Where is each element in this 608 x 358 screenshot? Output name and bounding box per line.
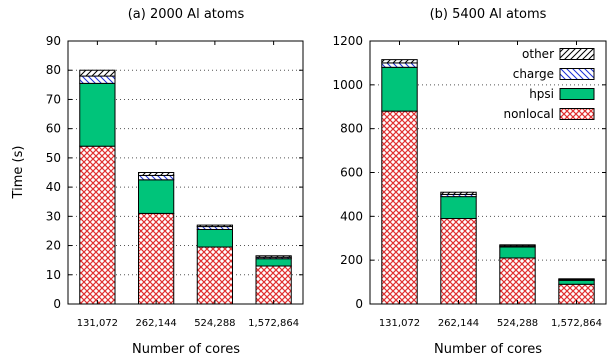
bar-segment-other (255, 255, 292, 258)
legend-label-hpsi: hpsi (529, 87, 554, 101)
bar-segment-hpsi (558, 279, 595, 285)
y-tick-label: 800 (340, 122, 363, 136)
x-category-label: 524,288 (497, 318, 538, 329)
panel-a-xlabel: Number of cores (132, 342, 240, 357)
x-category-label: 262,144 (135, 318, 176, 329)
y-axis-title: Time (s) (11, 146, 26, 200)
y-tick-label: 60 (46, 122, 61, 136)
bar-segment-other (196, 224, 233, 228)
y-tick-label: 80 (46, 63, 61, 77)
y-tick-label: 20 (46, 239, 61, 253)
bar-segment-nonlocal (381, 110, 418, 305)
bar-segment-nonlocal (255, 265, 292, 305)
legend-swatch-nonlocal (559, 108, 595, 120)
y-tick-label: 200 (340, 253, 363, 267)
bar-segment-nonlocal (440, 218, 477, 305)
bar-segment-other (381, 59, 418, 64)
y-tick-label: 10 (46, 268, 61, 282)
panel-a-title: (a) 2000 Al atoms (128, 7, 245, 22)
bar-segment-charge (381, 62, 418, 68)
legend: other charge hpsi nonlocal (503, 47, 595, 121)
bar-segment-other (499, 244, 536, 247)
legend-swatch-charge (559, 68, 595, 80)
bar-segment-hpsi (255, 258, 292, 267)
bar-segment-nonlocal (196, 246, 233, 305)
bar-segment-hpsi (79, 82, 116, 147)
y-tick-label: 1200 (332, 34, 363, 48)
bar-segment-hpsi (499, 246, 536, 259)
x-category-label: 131,072 (379, 318, 420, 329)
panel-b-xlabel: Number of cores (434, 342, 542, 357)
bar-segment-hpsi (138, 179, 175, 214)
plot-frame (369, 40, 607, 305)
y-tick-label: 600 (340, 166, 363, 180)
legend-label-other: other (522, 47, 554, 61)
plot-frame (67, 40, 304, 305)
y-tick-label: 90 (46, 34, 61, 48)
y-tick-label: 40 (46, 180, 61, 194)
x-category-label: 262,144 (438, 318, 479, 329)
y-tick-label: 30 (46, 209, 61, 223)
legend-label-charge: charge (513, 67, 554, 81)
panel-a-plot: 0 10 20 30 40 50 60 70 80 90 131,072 262,144 524,288… (46, 34, 304, 329)
bar-segment-charge (79, 75, 116, 84)
bar-segment-hpsi (381, 66, 418, 112)
bar-segment-hpsi (440, 196, 477, 220)
bar-segment-hpsi (196, 228, 233, 248)
y-tick-label: 400 (340, 209, 363, 223)
y-tick-label: 0 (53, 297, 61, 311)
x-category-label: 1,572,864 (248, 318, 299, 329)
bar-segment-other (558, 278, 595, 281)
x-category-label: 524,288 (194, 318, 235, 329)
legend-swatch-hpsi (559, 88, 595, 100)
bar-segment-charge (138, 174, 175, 181)
y-tick-label: 50 (46, 151, 61, 165)
panel-b-title: (b) 5400 Al atoms (430, 7, 547, 22)
y-tick-label: 1000 (332, 78, 363, 92)
y-tick-label: 70 (46, 92, 61, 106)
legend-label-nonlocal: nonlocal (503, 107, 554, 121)
bar-segment-other (440, 191, 477, 195)
bar-segment-other (138, 172, 175, 176)
bar-segment-nonlocal (79, 145, 116, 305)
panel-b-plot: 0 200 400 600 800 1000 1200 131,072 262,144 524,2… (332, 34, 607, 329)
legend-swatch-other (559, 48, 595, 60)
bar-segment-nonlocal (138, 212, 175, 305)
x-category-label: 1,572,864 (551, 318, 602, 329)
x-category-label: 131,072 (77, 318, 118, 329)
y-tick-label: 0 (355, 297, 363, 311)
bar-segment-nonlocal (499, 257, 536, 305)
bar-segment-other (79, 69, 116, 77)
